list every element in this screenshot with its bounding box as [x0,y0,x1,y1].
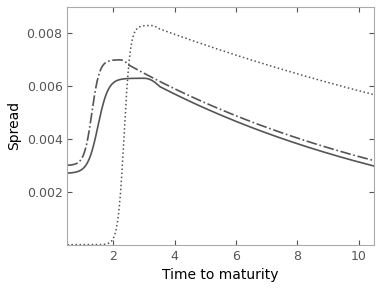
X-axis label: Time to maturity: Time to maturity [162,268,279,282]
Y-axis label: Spread: Spread [7,101,21,150]
